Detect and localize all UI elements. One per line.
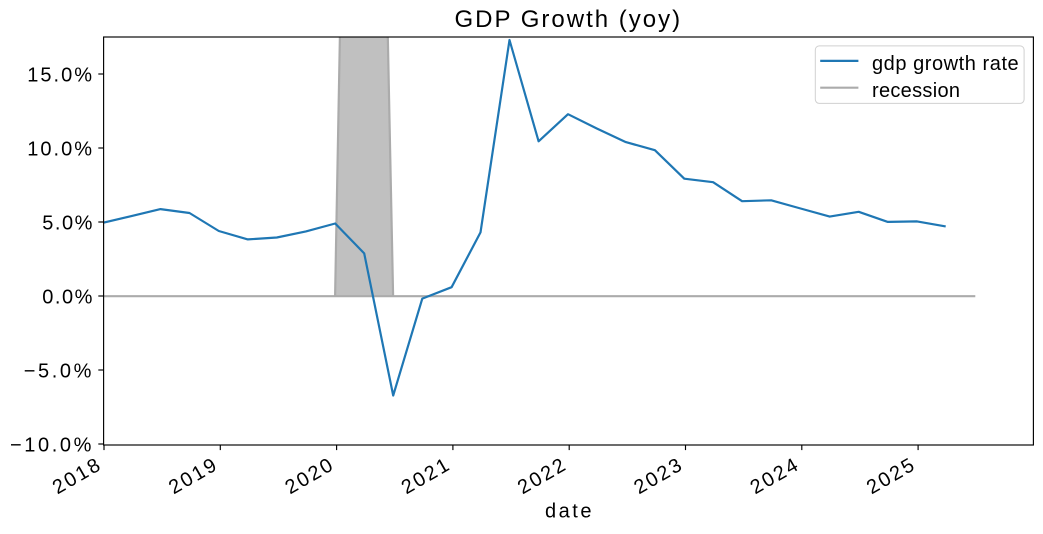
svg-text:−5.0%: −5.0% — [24, 360, 94, 382]
svg-text:5.0%: 5.0% — [42, 212, 94, 234]
svg-text:10.0%: 10.0% — [27, 138, 94, 160]
svg-text:−10.0%: −10.0% — [10, 434, 94, 456]
svg-text:date: date — [545, 501, 594, 523]
svg-text:gdp growth rate: gdp growth rate — [872, 53, 1019, 75]
svg-text:0.0%: 0.0% — [42, 286, 94, 308]
svg-text:recession: recession — [872, 80, 960, 102]
svg-text:15.0%: 15.0% — [27, 64, 94, 86]
svg-text:GDP Growth (yoy): GDP Growth (yoy) — [454, 6, 682, 33]
